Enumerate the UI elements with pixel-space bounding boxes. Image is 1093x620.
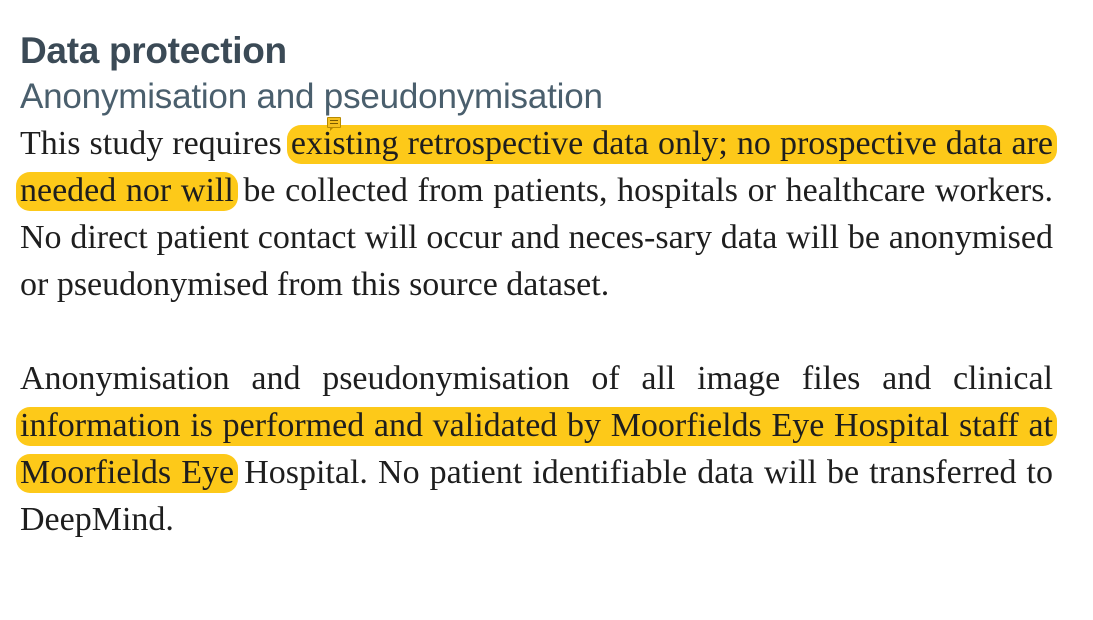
document-page: Data protection Anonymisation and pseudo…	[16, 28, 1057, 543]
section-subtitle: Anonymisation and pseudonymisation	[20, 77, 603, 116]
paragraph-2: Anonymisation and pseudonymisation of al…	[16, 355, 1057, 543]
paragraph-1: This study requires existing retrospecti…	[16, 120, 1057, 308]
paragraph-2-text-before: Anonymisation and pseudonymisation of al…	[20, 360, 1053, 397]
paragraph-1-text-before: This study requires	[20, 125, 291, 162]
comment-note-icon[interactable]	[327, 117, 341, 131]
section-title: Data protection	[20, 30, 287, 71]
paragraph-2-text-after: Hospital. No patient identifiable data w…	[20, 454, 1054, 538]
paragraph-1-text-after: be collected from patients, hospitals or…	[20, 172, 1053, 303]
